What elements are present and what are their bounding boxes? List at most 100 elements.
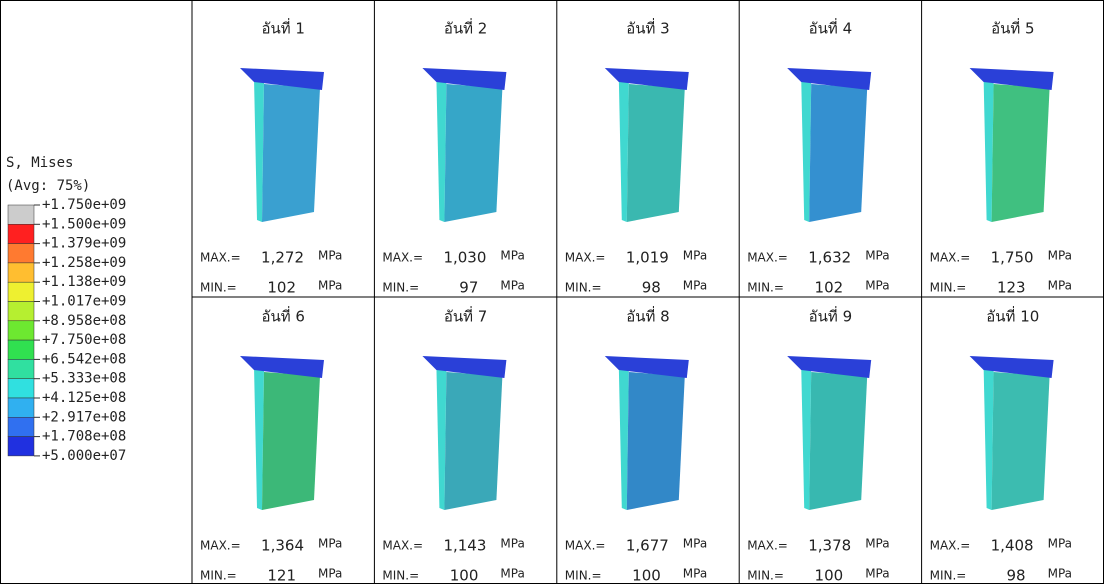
beam-cap [969,68,1054,90]
min-unit: MPa [683,279,707,293]
legend-label: +6.542e+08 [42,351,126,367]
beam-flange [618,78,629,222]
max-label: MAX.= [747,251,788,265]
legend-swatch [7,339,35,360]
max-value: 1,030 [443,249,486,267]
max-value: 1,019 [626,249,669,267]
legend-label: +1.750e+09 [42,197,126,213]
min-label: MIN.= [382,281,419,295]
min-label: MIN.= [930,281,967,295]
min-value: 100 [450,567,479,585]
legend-label: +5.000e+07 [42,448,126,464]
legend-label: +4.125e+08 [42,390,126,406]
min-unit: MPa [500,567,524,581]
min-value: 102 [815,279,844,297]
min-unit: MPa [318,279,342,293]
beam-cap [787,356,872,378]
beam-cap [604,356,689,378]
legend-swatch [7,397,35,418]
legend-swatch [7,243,35,264]
legend-label: +1.379e+09 [42,236,126,252]
min-value: 123 [997,279,1026,297]
legend-swatch [7,281,35,302]
max-unit: MPa [865,537,889,551]
max-label: MAX.= [747,539,788,553]
max-label: MAX.= [382,251,423,265]
max-unit: MPa [500,537,524,551]
beam-flange [801,78,812,222]
beam-cap [240,68,324,90]
min-label: MIN.= [747,281,784,295]
cell-title: อันที่ 1 [261,18,304,38]
beam-cap [604,68,689,90]
beam-flange [983,78,994,222]
legend-swatch [7,204,35,225]
beam-web [444,84,503,222]
max-label: MAX.= [930,251,971,265]
min-label: MIN.= [930,569,967,583]
min-unit: MPa [1048,279,1072,293]
min-label: MIN.= [382,569,419,583]
legend-title: S, Mises [6,155,73,171]
max-value: 1,364 [261,537,304,555]
min-value: 100 [632,567,661,585]
cell-title: อันที่ 3 [626,18,669,38]
max-value: 1,677 [626,537,669,555]
beam-web [626,372,685,510]
beam-web [262,84,320,222]
beam-web [262,372,320,510]
legend-label: +1.017e+09 [42,294,126,310]
max-unit: MPa [865,249,889,263]
legend-swatch [7,262,35,283]
max-unit: MPa [318,249,342,263]
beam-web [809,84,868,222]
max-unit: MPa [318,537,342,551]
min-unit: MPa [1048,567,1072,581]
min-label: MIN.= [747,569,784,583]
beam-flange [618,366,629,510]
beam-cap [422,68,507,90]
min-unit: MPa [500,279,524,293]
cell-title: อันที่ 7 [444,306,487,326]
max-value: 1,272 [261,249,304,267]
min-label: MIN.= [565,281,602,295]
max-unit: MPa [683,249,707,263]
legend-swatch [7,436,35,457]
max-label: MAX.= [382,539,423,553]
legend-label: +5.333e+08 [42,371,126,387]
beam-flange [436,78,447,222]
cell-title: อันที่ 4 [809,18,852,38]
cell-title: อันที่ 5 [991,18,1034,38]
legend-label: +8.958e+08 [42,313,126,329]
cell-title: อันที่ 2 [444,18,487,38]
beam-cap [787,68,872,90]
min-unit: MPa [865,567,889,581]
min-value: 98 [642,279,661,297]
min-unit: MPa [865,279,889,293]
cell-title: อันที่ 6 [261,306,304,326]
legend-subtitle: (Avg: 75%) [6,178,90,194]
beam-flange [983,366,994,510]
beam-flange [801,366,812,510]
beam-web [444,372,503,510]
max-unit: MPa [500,249,524,263]
min-value: 121 [267,567,296,585]
cell-title: อันที่ 10 [986,306,1039,326]
max-value: 1,632 [808,249,851,267]
legend-label: +2.917e+08 [42,409,126,425]
min-label: MIN.= [200,569,237,583]
legend-label: +1.500e+09 [42,216,126,232]
legend-swatch [7,320,35,341]
cell-title: อันที่ 9 [809,306,852,326]
min-value: 102 [267,279,296,297]
max-value: 1,750 [991,249,1034,267]
beam-web [626,84,685,222]
max-label: MAX.= [930,539,971,553]
legend-swatch [7,359,35,379]
beam-flange [436,366,447,510]
legend-swatch [7,224,35,244]
cell-title: อันที่ 8 [626,306,669,326]
min-label: MIN.= [565,569,602,583]
